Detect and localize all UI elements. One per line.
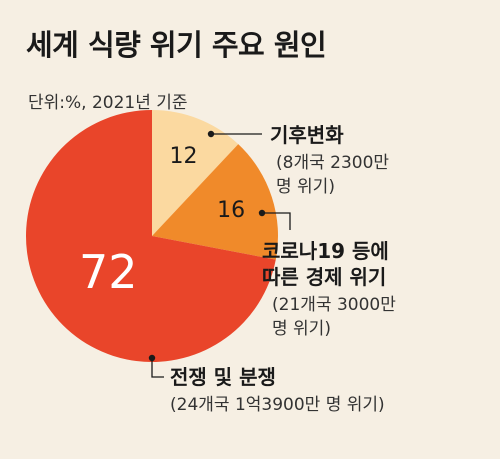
annotation-detail: 명 위기) bbox=[276, 177, 335, 197]
pie-slices bbox=[25, 110, 278, 362]
pie-value-label: 72 bbox=[79, 245, 138, 299]
annotation-label: 코로나19 등에 bbox=[262, 239, 389, 263]
annotation-label: 전쟁 및 분쟁 bbox=[170, 365, 276, 389]
annotation-label: 기후변화 bbox=[270, 123, 344, 147]
pie-slice bbox=[25, 110, 276, 362]
annotation-detail: (24개국 1억3900만 명 위기) bbox=[170, 395, 385, 415]
leader-line bbox=[262, 212, 291, 230]
pie-value-label: 12 bbox=[170, 144, 198, 169]
pie-value-label: 16 bbox=[217, 198, 245, 223]
unit-note: 단위:%, 2021년 기준 bbox=[28, 93, 188, 113]
pie-slice bbox=[152, 144, 278, 260]
annotation-detail: (21개국 3000만 bbox=[272, 295, 396, 315]
leader-dot bbox=[148, 354, 156, 362]
annotation-label: 따른 경제 위기 bbox=[262, 265, 386, 289]
chart-title: 세계 식량 위기 주요 원인 bbox=[26, 28, 327, 62]
leader-lines bbox=[148, 130, 291, 378]
leader-line bbox=[151, 358, 164, 378]
annotation-detail: 명 위기) bbox=[272, 319, 331, 339]
pie-slice bbox=[152, 110, 239, 236]
leader-dot bbox=[207, 130, 215, 138]
annotation-detail: (8개국 2300만 bbox=[276, 153, 389, 173]
pie-value-labels: 12 16 72 bbox=[79, 144, 245, 299]
leader-dot bbox=[258, 209, 266, 217]
